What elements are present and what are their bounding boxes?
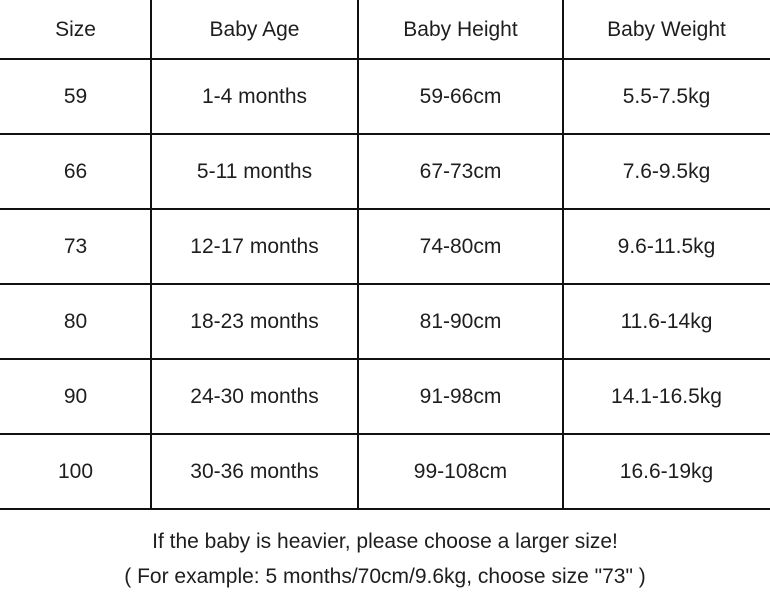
cell-age: 1-4 months: [201, 84, 308, 108]
column-divider: [150, 0, 152, 510]
column-divider: [562, 0, 564, 510]
cell-weight: 11.6-14kg: [620, 309, 713, 333]
cell-size: 59: [63, 84, 88, 108]
cell-size: 100: [57, 459, 94, 483]
cell-size: 80: [63, 309, 88, 333]
row-divider: [0, 358, 770, 360]
cell-height: 67-73cm: [419, 159, 502, 183]
row-divider: [0, 508, 770, 510]
header-height: Baby Height: [403, 17, 518, 41]
header-weight: Baby Weight: [607, 17, 726, 41]
cell-age: 18-23 months: [190, 309, 319, 333]
cell-size: 73: [63, 234, 88, 258]
cell-age: 24-30 months: [190, 384, 319, 408]
row-divider: [0, 133, 770, 135]
cell-weight: 5.5-7.5kg: [622, 84, 711, 108]
header-size: Size: [55, 17, 96, 41]
note-heavier: If the baby is heavier, please choose a …: [152, 530, 618, 553]
row-divider: [0, 433, 770, 435]
cell-weight: 16.6-19kg: [619, 459, 714, 483]
cell-weight: 9.6-11.5kg: [617, 234, 716, 258]
cell-height: 74-80cm: [419, 234, 502, 258]
cell-weight: 7.6-9.5kg: [622, 159, 711, 183]
row-divider: [0, 58, 770, 60]
cell-age: 12-17 months: [190, 234, 319, 258]
header-age: Baby Age: [209, 17, 300, 41]
cell-height: 59-66cm: [419, 84, 502, 108]
column-divider: [357, 0, 359, 510]
cell-weight: 14.1-16.5kg: [611, 384, 722, 408]
cell-height: 81-90cm: [419, 309, 502, 333]
cell-age: 30-36 months: [190, 459, 319, 483]
cell-height: 99-108cm: [413, 459, 508, 483]
row-divider: [0, 208, 770, 210]
row-divider: [0, 283, 770, 285]
cell-size: 90: [63, 384, 88, 408]
cell-height: 91-98cm: [419, 384, 502, 408]
note-example: ( For example: 5 months/70cm/9.6kg, choo…: [124, 565, 646, 588]
cell-age: 5-11 months: [196, 159, 313, 183]
cell-size: 66: [63, 159, 88, 183]
